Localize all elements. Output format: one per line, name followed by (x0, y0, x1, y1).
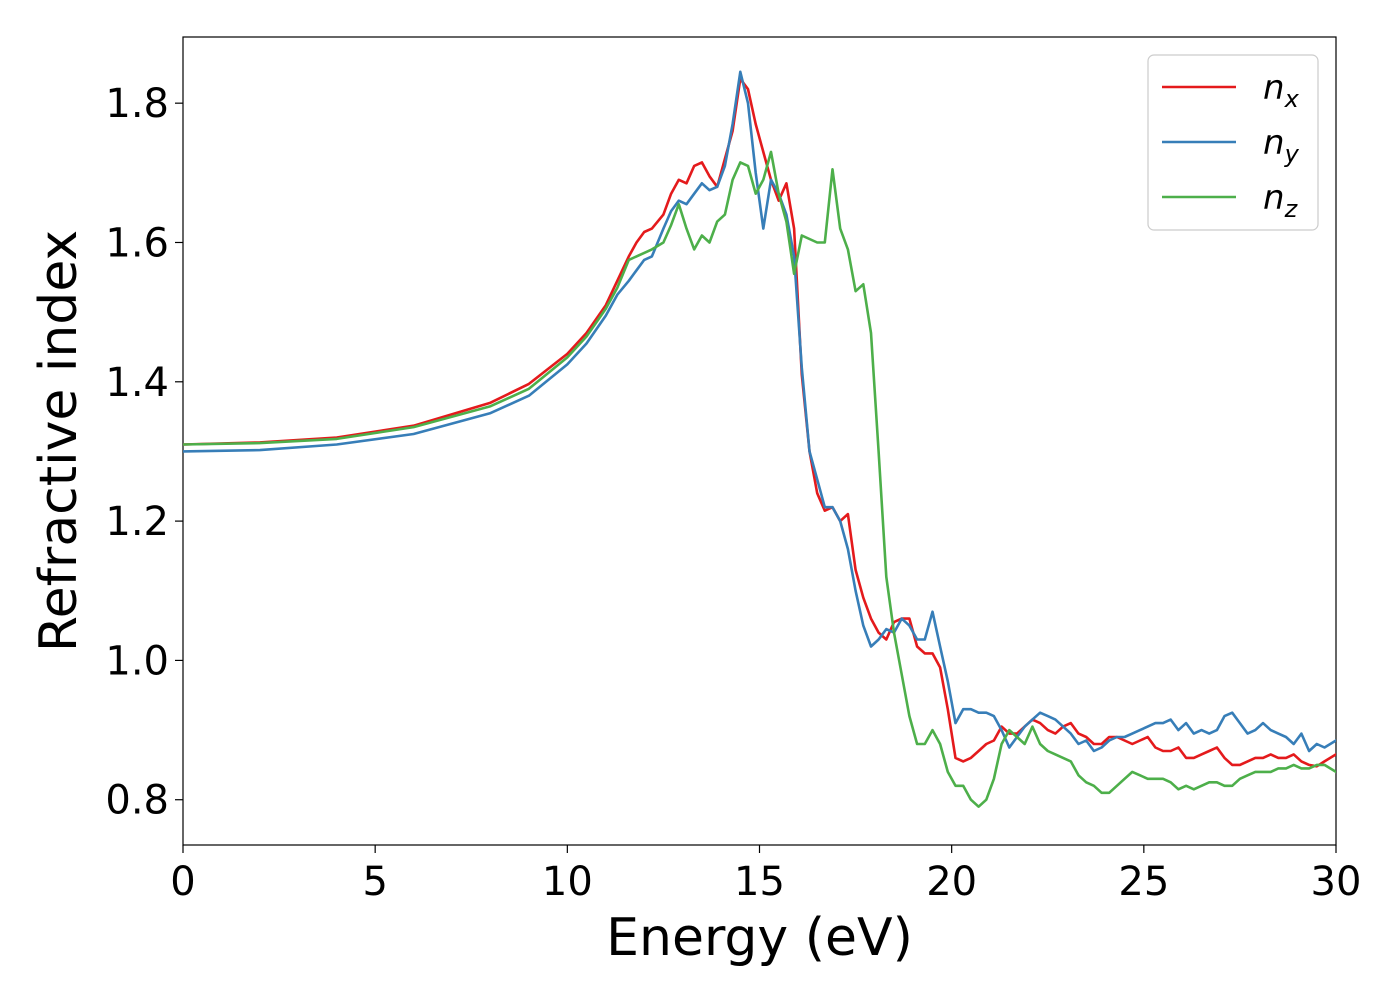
y-axis-title: Refractive index (29, 230, 89, 652)
y-tick-label: 1.6 (105, 220, 169, 266)
series-line-x (183, 77, 1336, 768)
x-tick-label: 25 (1118, 859, 1169, 905)
x-tick-label: 5 (362, 859, 387, 905)
legend-label-x: nx (1263, 68, 1300, 113)
y-tick-label: 1.4 (105, 360, 169, 406)
x-axis-title: Energy (eV) (606, 908, 913, 968)
plot-area (182, 36, 1337, 846)
legend: nx ny nz (1147, 54, 1319, 231)
x-tick-label: 30 (1311, 859, 1362, 905)
series-layer (183, 70, 1336, 808)
x-tick-label: 10 (542, 859, 593, 905)
y-tick-label: 1.0 (105, 638, 169, 684)
x-tick-label: 15 (734, 859, 785, 905)
legend-label-y: ny (1263, 123, 1300, 168)
ticks-layer: 0 5 10 15 20 25 30 0.8 1.0 1.2 1.4 1.6 1.8 (105, 81, 1361, 905)
legend-label-z: nz (1263, 178, 1299, 223)
x-tick-label: 0 (170, 859, 195, 905)
y-tick-label: 0.8 (105, 778, 169, 824)
series-line-z (183, 150, 1336, 808)
y-tick-label: 1.8 (105, 81, 169, 127)
series-line-y (183, 70, 1336, 753)
y-tick-label: 1.2 (105, 499, 169, 545)
plot-frame (182, 36, 1337, 846)
x-tick-label: 20 (926, 859, 977, 905)
